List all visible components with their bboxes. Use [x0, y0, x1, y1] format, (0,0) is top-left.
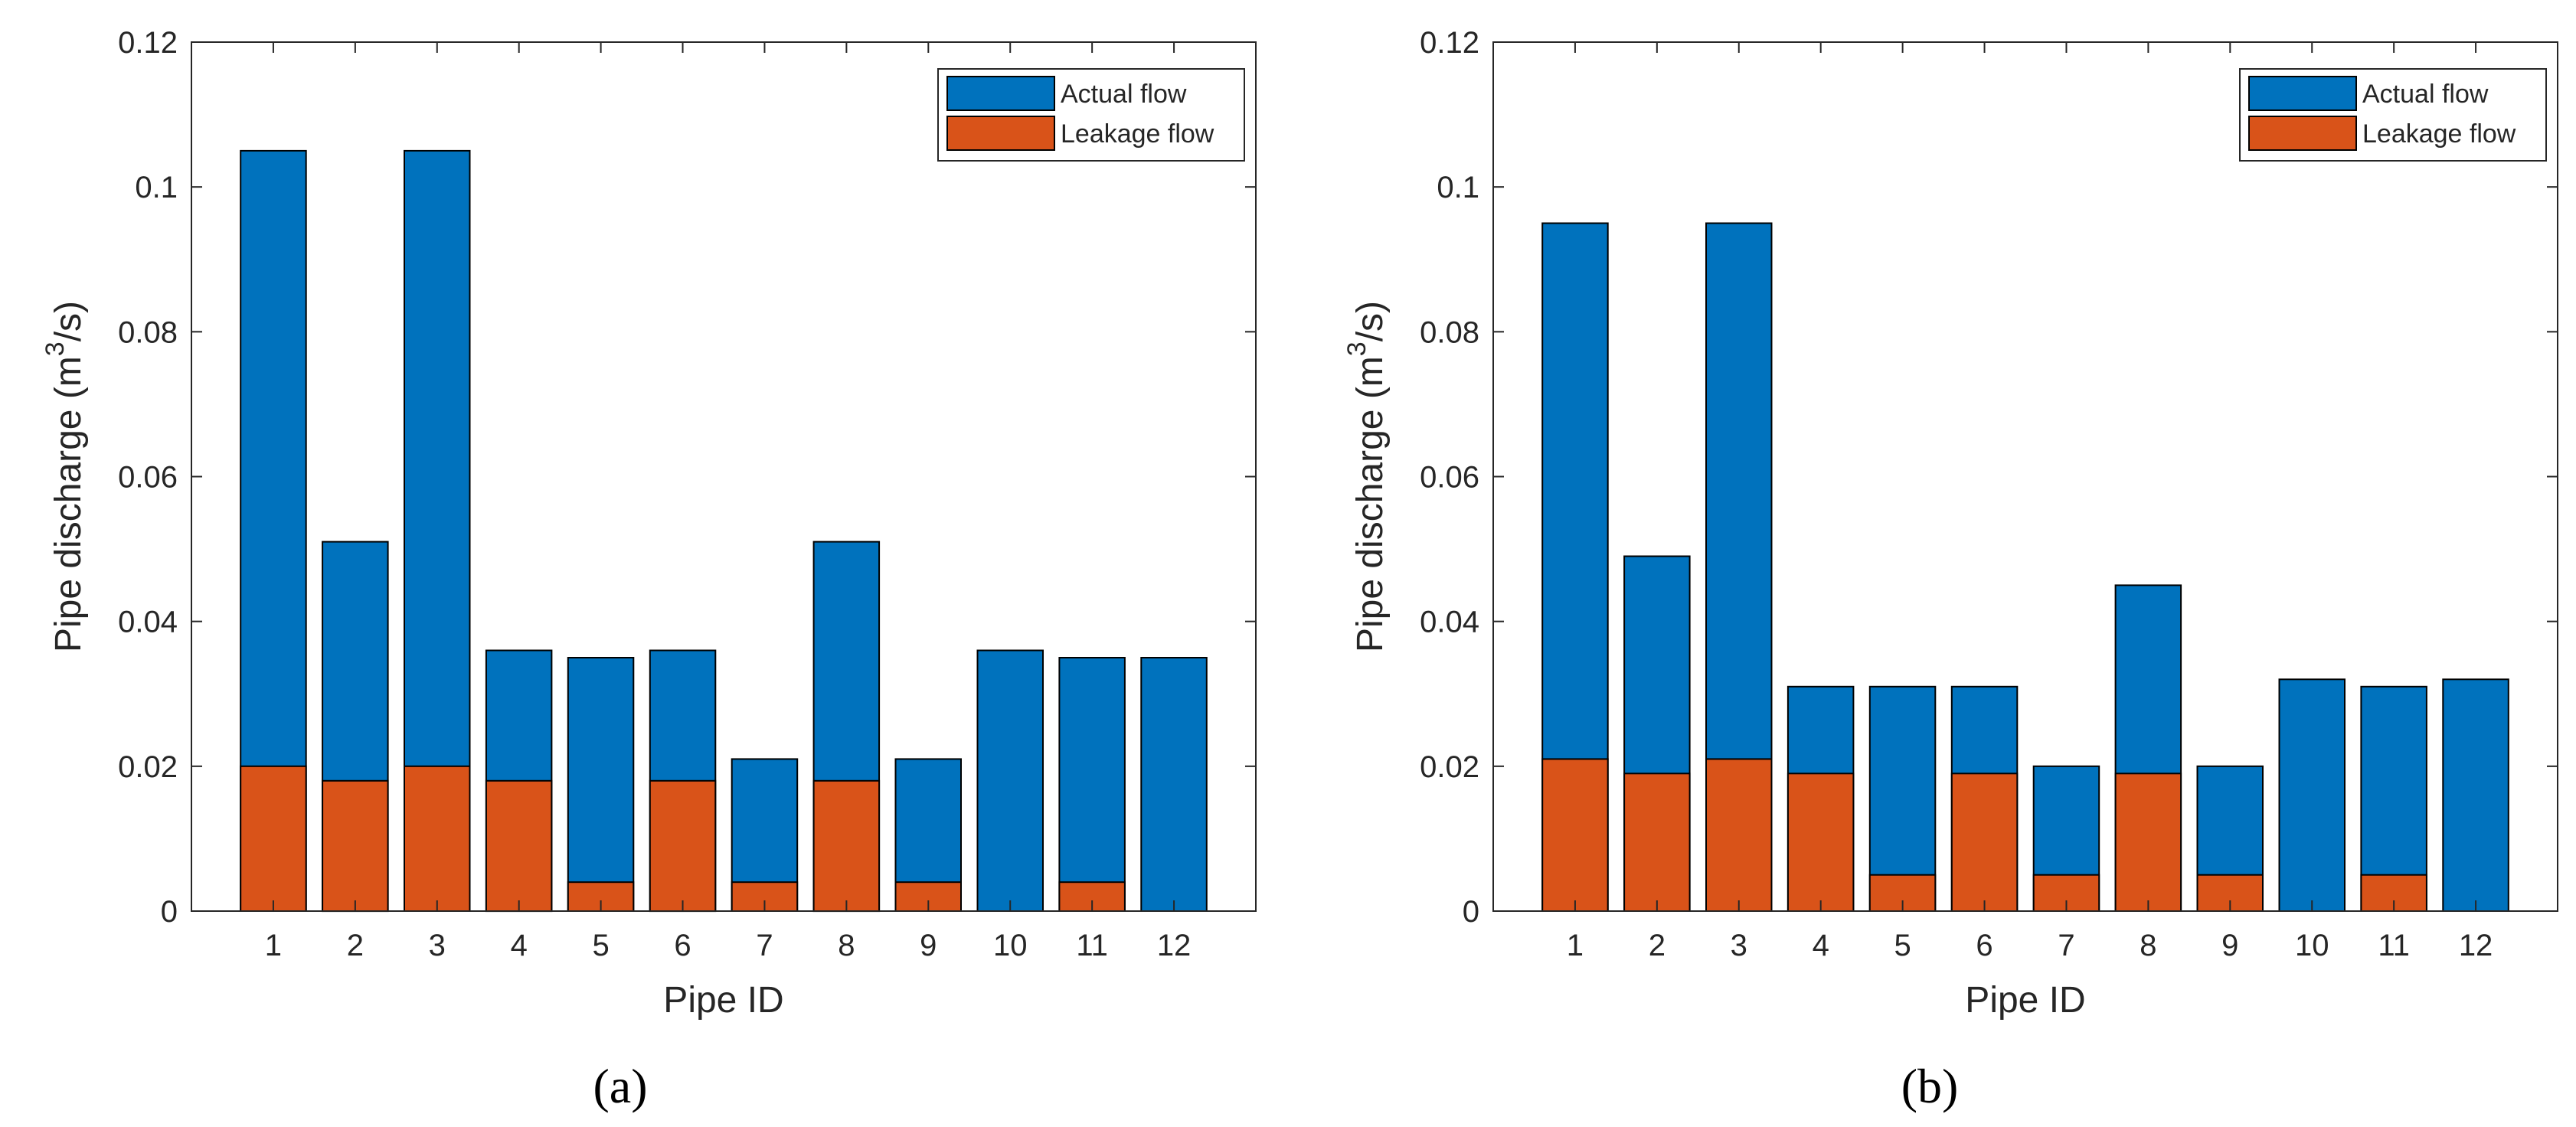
- legend-swatch-leakage: [946, 116, 1055, 151]
- y-axis-label: Pipe discharge (m3/s): [1342, 301, 1391, 652]
- x-tick-label: 4: [1813, 929, 1829, 962]
- x-axis-label: Pipe ID: [663, 980, 783, 1021]
- y-axis-label-tail: /s): [1350, 301, 1391, 341]
- x-tick-label: 6: [674, 929, 691, 962]
- y-tick-label: 0.08: [1420, 315, 1479, 349]
- chart-panel-b: 00.020.040.060.080.10.121 2 3 4 5 6 7 8 9 10 11 12P…: [1342, 26, 2558, 1113]
- y-tick-label: 0.1: [135, 171, 178, 204]
- legend-swatch-actual: [946, 76, 1055, 111]
- x-tick-label: 8: [2140, 929, 2156, 962]
- legend-label-leakage: Leakage flow: [2362, 119, 2516, 149]
- leakage-flow-bar-6: [649, 779, 717, 913]
- legend-label-actual: Actual flow: [1061, 80, 1187, 109]
- y-tick-label: 0.02: [118, 750, 178, 784]
- x-tick-label: 2: [347, 929, 364, 962]
- x-tick-label: 11: [2378, 929, 2410, 962]
- actual-flow-bar-12: [2442, 678, 2509, 912]
- legend: Actual flow Leakage flow: [937, 68, 1245, 162]
- x-tick-label: 4: [511, 929, 528, 962]
- panel-label: (a): [593, 1059, 647, 1113]
- y-tick-label: 0.04: [1420, 606, 1479, 639]
- leakage-flow-bar-1: [240, 765, 307, 912]
- leakage-flow-bar-2: [322, 779, 389, 913]
- y-axis-label-superscript: 3: [1342, 341, 1371, 356]
- legend: Actual flow Leakage flow: [2239, 68, 2547, 162]
- panel-label: (b): [1901, 1059, 1959, 1113]
- actual-flow-bar-11: [1058, 657, 1126, 912]
- x-tick-label: 1: [265, 929, 282, 962]
- leakage-flow-bar-1: [1541, 758, 1609, 913]
- y-tick-label: 0.02: [1420, 750, 1479, 784]
- x-tick-label: 7: [756, 929, 773, 962]
- x-tick-label: 10: [2295, 929, 2329, 962]
- y-tick-label: 0.06: [118, 461, 178, 495]
- y-tick-label: 0.12: [118, 26, 178, 60]
- y-axis-label-main: Pipe discharge (m: [48, 356, 89, 652]
- actual-flow-bar-5: [567, 657, 635, 912]
- x-tick-label: 9: [2221, 929, 2238, 962]
- x-tick-label: 5: [592, 929, 609, 962]
- leakage-flow-bar-3: [1705, 758, 1773, 913]
- x-tick-label: 5: [1894, 929, 1911, 962]
- chart-panel-a: 00.020.040.060.080.10.121 2 3 4 5 6 7 8 9 10 11 12P…: [41, 26, 1257, 1113]
- actual-flow-bar-11: [2360, 685, 2427, 912]
- y-tick-label: 0.04: [118, 606, 178, 639]
- actual-flow-bar-10: [2278, 678, 2346, 912]
- x-tick-label: 3: [1731, 929, 1747, 962]
- x-tick-label: 1: [1567, 929, 1584, 962]
- x-tick-label: 12: [1157, 929, 1192, 962]
- leakage-flow-bar-6: [1950, 773, 2019, 912]
- x-tick-label: 2: [1649, 929, 1666, 962]
- leakage-flow-bar-4: [1787, 773, 1855, 912]
- x-tick-label: 10: [993, 929, 1028, 962]
- leakage-flow-bar-2: [1623, 773, 1691, 912]
- y-tick-label: 0.06: [1420, 461, 1479, 495]
- y-tick-label: 0.12: [1420, 26, 1479, 60]
- legend-label-actual: Actual flow: [2362, 80, 2489, 109]
- y-tick-label: 0: [161, 895, 178, 929]
- x-tick-label: 3: [429, 929, 446, 962]
- leakage-flow-bar-9: [2196, 874, 2264, 912]
- y-tick-label: 0.08: [118, 315, 178, 349]
- x-tick-label: 11: [1076, 929, 1108, 962]
- y-axis-label-main: Pipe discharge (m: [1350, 356, 1391, 652]
- x-tick-label: 6: [1976, 929, 1992, 962]
- y-tick-label: 0.1: [1437, 171, 1479, 204]
- y-axis-label: Pipe discharge (m3/s): [41, 301, 89, 652]
- x-tick-label: 9: [920, 929, 937, 962]
- x-tick-label: 7: [2058, 929, 2074, 962]
- y-axis-label-tail: /s): [48, 301, 89, 341]
- y-axis-label-superscript: 3: [41, 341, 70, 356]
- y-tick-label: 0: [1463, 895, 1479, 929]
- x-axis-label: Pipe ID: [1965, 980, 2085, 1021]
- x-tick-label: 12: [2459, 929, 2493, 962]
- leakage-flow-bar-3: [404, 765, 471, 912]
- leakage-flow-bar-8: [812, 779, 881, 913]
- actual-flow-bar-12: [1140, 657, 1208, 912]
- leakage-flow-bar-8: [2114, 773, 2182, 912]
- legend-label-leakage: Leakage flow: [1061, 119, 1214, 149]
- leakage-flow-bar-4: [485, 779, 553, 913]
- actual-flow-bar-10: [976, 649, 1044, 912]
- legend-swatch-leakage: [2248, 116, 2357, 151]
- x-tick-label: 8: [838, 929, 855, 962]
- legend-swatch-actual: [2248, 76, 2357, 111]
